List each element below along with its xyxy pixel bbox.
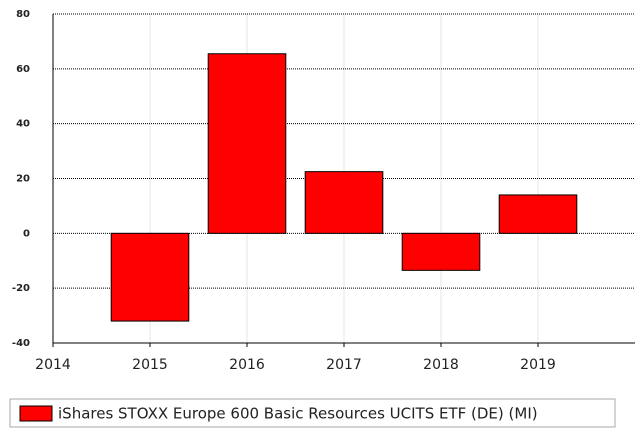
bar <box>207 53 287 234</box>
x-tick-label: 2018 <box>423 357 459 373</box>
y-tick-label: -20 <box>12 283 30 294</box>
y-tick-label: 20 <box>16 174 30 185</box>
bar <box>110 232 190 322</box>
x-tick-label: 2017 <box>326 357 362 373</box>
x-tick-label: 2016 <box>229 357 265 373</box>
x-tick-label: 2014 <box>35 357 71 373</box>
x-tick-label: 2015 <box>132 357 168 373</box>
legend-label: iShares STOXX Europe 600 Basic Resources… <box>58 405 538 423</box>
legend-swatch <box>19 405 53 422</box>
x-tick-label: 2019 <box>520 357 556 373</box>
y-tick-label: 80 <box>16 9 30 20</box>
legend-box <box>9 398 616 428</box>
y-tick-label: 40 <box>16 119 30 130</box>
y-tick-label: -40 <box>12 338 30 349</box>
y-tick-label: 60 <box>16 64 30 75</box>
bar <box>498 194 578 234</box>
bar <box>401 232 481 271</box>
bar <box>304 171 384 234</box>
y-tick-label: 0 <box>23 228 30 239</box>
